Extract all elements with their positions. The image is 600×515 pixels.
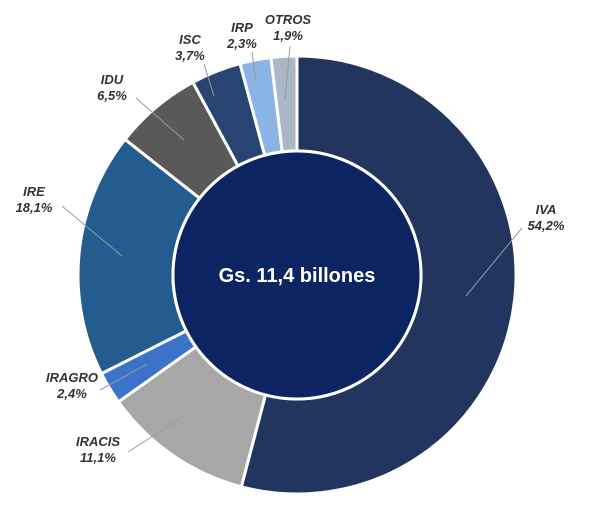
- leader-line-irp: [251, 51, 257, 83]
- slice-value-iracis: 11,1%: [80, 450, 116, 465]
- slice-value-iragro: 2,4%: [56, 386, 87, 401]
- leader-line-iva: [465, 227, 523, 297]
- leader-lines-group: [61, 45, 523, 453]
- leader-line-iragro: [99, 363, 148, 391]
- leader-line-idu: [135, 97, 185, 141]
- slice-name-ire: IRE: [23, 184, 45, 199]
- center-label: Gs. 11,4 billones: [219, 265, 376, 287]
- leader-line-ire: [61, 205, 123, 257]
- slice-value-irp: 2,3%: [226, 36, 257, 51]
- leader-line-isc: [203, 63, 215, 97]
- slice-value-ire: 18,1%: [16, 200, 53, 215]
- slice-value-idu: 6,5%: [97, 88, 127, 103]
- slices-group: [76, 54, 518, 496]
- slice-value-isc: 3,7%: [175, 48, 205, 63]
- slice-value-otros: 1,9%: [273, 28, 303, 43]
- slice-name-otros: OTROS: [265, 12, 312, 27]
- leader-line-iracis: [127, 416, 184, 453]
- slice-value-iva: 54,2%: [528, 218, 565, 233]
- slice-name-irp: IRP: [231, 20, 253, 35]
- slice-name-iragro: IRAGRO: [46, 370, 98, 385]
- slice-name-iracis: IRACIS: [76, 434, 120, 449]
- slice-name-isc: ISC: [179, 32, 201, 47]
- leader-line-otros: [284, 45, 291, 101]
- slice-name-idu: IDU: [101, 72, 124, 87]
- center-circle: [171, 149, 423, 401]
- slice-name-iva: IVA: [536, 202, 557, 217]
